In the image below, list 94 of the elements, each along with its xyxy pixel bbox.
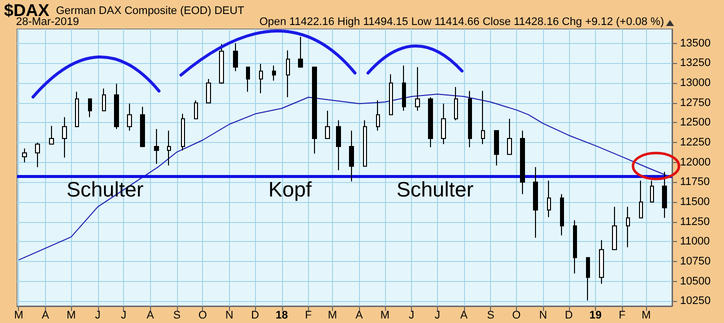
candlestick bbox=[560, 194, 564, 236]
annotation: Schulter bbox=[396, 178, 474, 202]
candlestick bbox=[312, 66, 317, 154]
x-tick-label: S bbox=[486, 310, 494, 322]
y-tick-label: 12500 bbox=[680, 116, 711, 129]
candlestick bbox=[35, 142, 40, 168]
y-tick-label: 10250 bbox=[680, 295, 711, 308]
x-tick-label: O bbox=[512, 310, 522, 322]
candlestick bbox=[494, 130, 499, 166]
candlestick bbox=[415, 66, 420, 112]
candlestick bbox=[507, 118, 512, 155]
chart-subtitle: German DAX Composite (EOD) DEUT bbox=[56, 5, 244, 17]
y-tick-label: 12000 bbox=[680, 156, 711, 168]
y-tick-label: 13250 bbox=[680, 57, 711, 70]
x-tick-label: F bbox=[305, 310, 312, 322]
candlestick bbox=[639, 180, 643, 218]
candlestick bbox=[286, 50, 290, 98]
candlestick bbox=[481, 90, 485, 145]
y-tick-label: 13000 bbox=[680, 76, 711, 89]
x-tick-label: J bbox=[95, 310, 101, 322]
y-tick-label: 11000 bbox=[680, 236, 710, 248]
candlestick bbox=[349, 130, 354, 182]
x-tick-label: D bbox=[251, 310, 260, 322]
candlestick bbox=[127, 103, 132, 132]
candlestick bbox=[336, 120, 341, 171]
candlestick bbox=[88, 98, 92, 118]
x-tick-label: N bbox=[539, 310, 548, 322]
x-tick-label: N bbox=[225, 310, 234, 322]
x-tick-label: A bbox=[42, 310, 50, 322]
x-tick-label: D bbox=[564, 310, 573, 322]
y-tick-label: 10750 bbox=[680, 256, 711, 268]
candlestick bbox=[389, 74, 393, 116]
candlestick bbox=[167, 130, 171, 166]
candlestick bbox=[102, 88, 106, 112]
x-tick-label: J bbox=[408, 310, 414, 322]
y-tick-label: 11500 bbox=[680, 196, 710, 208]
x-tick-label: A bbox=[146, 310, 155, 322]
candlestick bbox=[259, 63, 263, 94]
candlestick bbox=[75, 91, 79, 128]
candlestick bbox=[233, 42, 238, 72]
x-tick-label: A bbox=[460, 310, 468, 322]
annotation: Kopf bbox=[268, 178, 312, 202]
candlestick bbox=[402, 65, 406, 112]
text: Open 11422.16 High 11494.15 Low 11414.66 Close 11428.16 Chg +9.12 (+0.08 %) bbox=[259, 16, 664, 28]
x-tick-label: J bbox=[434, 310, 440, 322]
y-tick-label: 11750 bbox=[680, 176, 710, 188]
candlestick bbox=[206, 78, 211, 104]
x-tick-label: M bbox=[14, 310, 24, 322]
x-tick-label: S bbox=[173, 310, 181, 322]
candlestick bbox=[573, 220, 577, 274]
candlestick bbox=[246, 66, 250, 92]
candlestick bbox=[626, 206, 630, 248]
candlestick bbox=[599, 240, 604, 284]
y-tick-label: 12250 bbox=[680, 136, 711, 148]
y-tick-label: 11250 bbox=[680, 216, 710, 228]
x-tick-label: O bbox=[198, 310, 208, 322]
x-tick-label: F bbox=[618, 310, 626, 322]
candlestick bbox=[363, 120, 367, 167]
candlestick bbox=[468, 90, 472, 148]
x-tick-label: M bbox=[380, 310, 390, 322]
candlestick bbox=[586, 257, 590, 301]
candlestick bbox=[454, 86, 458, 121]
candlestick bbox=[612, 206, 617, 250]
candlestick bbox=[520, 130, 525, 195]
x-tick-label: M bbox=[642, 310, 651, 322]
candlestick bbox=[298, 36, 303, 68]
candlestick bbox=[49, 125, 54, 145]
x-tick-label: M bbox=[328, 310, 338, 322]
candlestick bbox=[181, 113, 185, 151]
candlestick bbox=[194, 100, 198, 120]
candlestick bbox=[272, 65, 276, 82]
candlestick bbox=[547, 180, 551, 218]
x-tick-label: 19 bbox=[589, 310, 602, 322]
x-tick-label: J bbox=[120, 310, 126, 322]
candlestick bbox=[428, 96, 433, 148]
candlestick bbox=[533, 166, 538, 238]
candlestick bbox=[219, 44, 224, 84]
text: 28-Mar-2019 bbox=[16, 16, 79, 28]
candlestick bbox=[114, 83, 119, 130]
x-tick-label: 18 bbox=[276, 310, 288, 322]
y-tick-label: 10500 bbox=[680, 275, 711, 288]
y-tick-label: 13500 bbox=[680, 37, 711, 50]
x-tick-label: A bbox=[355, 310, 364, 322]
candlestick bbox=[650, 180, 654, 203]
candlestick bbox=[441, 103, 446, 145]
candlestick bbox=[22, 148, 27, 163]
candlestick bbox=[62, 116, 67, 158]
candlestick bbox=[662, 171, 667, 218]
y-tick-label: 12750 bbox=[680, 96, 711, 109]
candlestick bbox=[325, 110, 330, 140]
x-tick-label: M bbox=[66, 310, 76, 322]
candlestick bbox=[154, 128, 159, 164]
candlestick bbox=[376, 100, 380, 132]
candlestick bbox=[140, 106, 145, 148]
